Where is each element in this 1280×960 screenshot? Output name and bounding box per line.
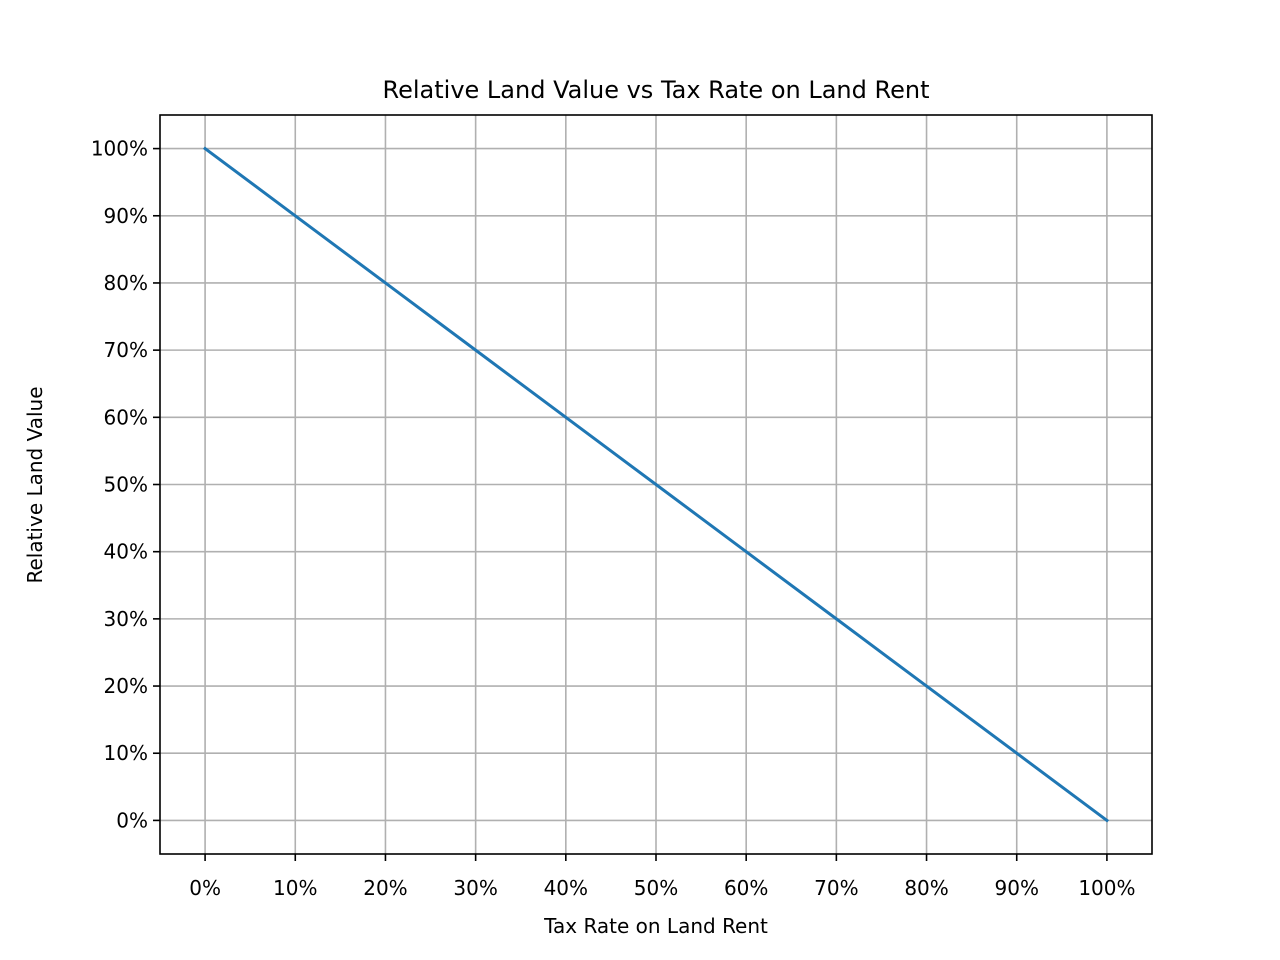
- y-axis-label: Relative Land Value: [23, 386, 47, 583]
- x-tick-label: 10%: [273, 876, 317, 900]
- x-tick-label: 20%: [363, 876, 407, 900]
- x-tick-label: 30%: [453, 876, 497, 900]
- series-line: [202, 146, 1110, 823]
- x-tick-label: 60%: [724, 876, 768, 900]
- y-tick-label: 50%: [104, 473, 148, 497]
- y-tick-label: 60%: [104, 405, 148, 429]
- y-tick-label: 0%: [116, 808, 148, 832]
- y-tick-label: 40%: [104, 540, 148, 564]
- x-tick-label: 100%: [1078, 876, 1135, 900]
- y-tick-label: 70%: [104, 338, 148, 362]
- y-tick-label: 100%: [91, 137, 148, 161]
- y-tick-label: 30%: [104, 607, 148, 631]
- chart-title: Relative Land Value vs Tax Rate on Land …: [383, 76, 930, 104]
- y-tick-label: 90%: [104, 204, 148, 228]
- series-layer: [202, 146, 1110, 823]
- y-tick-label: 10%: [104, 741, 148, 765]
- y-tick-label: 80%: [104, 271, 148, 295]
- x-tick-label: 90%: [995, 876, 1039, 900]
- y-tick-label: 20%: [104, 674, 148, 698]
- x-tick-label: 0%: [189, 876, 221, 900]
- x-tick-label: 50%: [634, 876, 678, 900]
- ticks: 0% 10% 20% 30% 40% 50% 60% 70% 80% 90% 100% 0% 10% 20…: [91, 137, 1136, 900]
- x-axis-label: Tax Rate on Land Rent: [543, 914, 768, 938]
- x-tick-label: 80%: [904, 876, 948, 900]
- x-tick-label: 40%: [544, 876, 588, 900]
- x-tick-label: 70%: [814, 876, 858, 900]
- grid: [160, 115, 1152, 854]
